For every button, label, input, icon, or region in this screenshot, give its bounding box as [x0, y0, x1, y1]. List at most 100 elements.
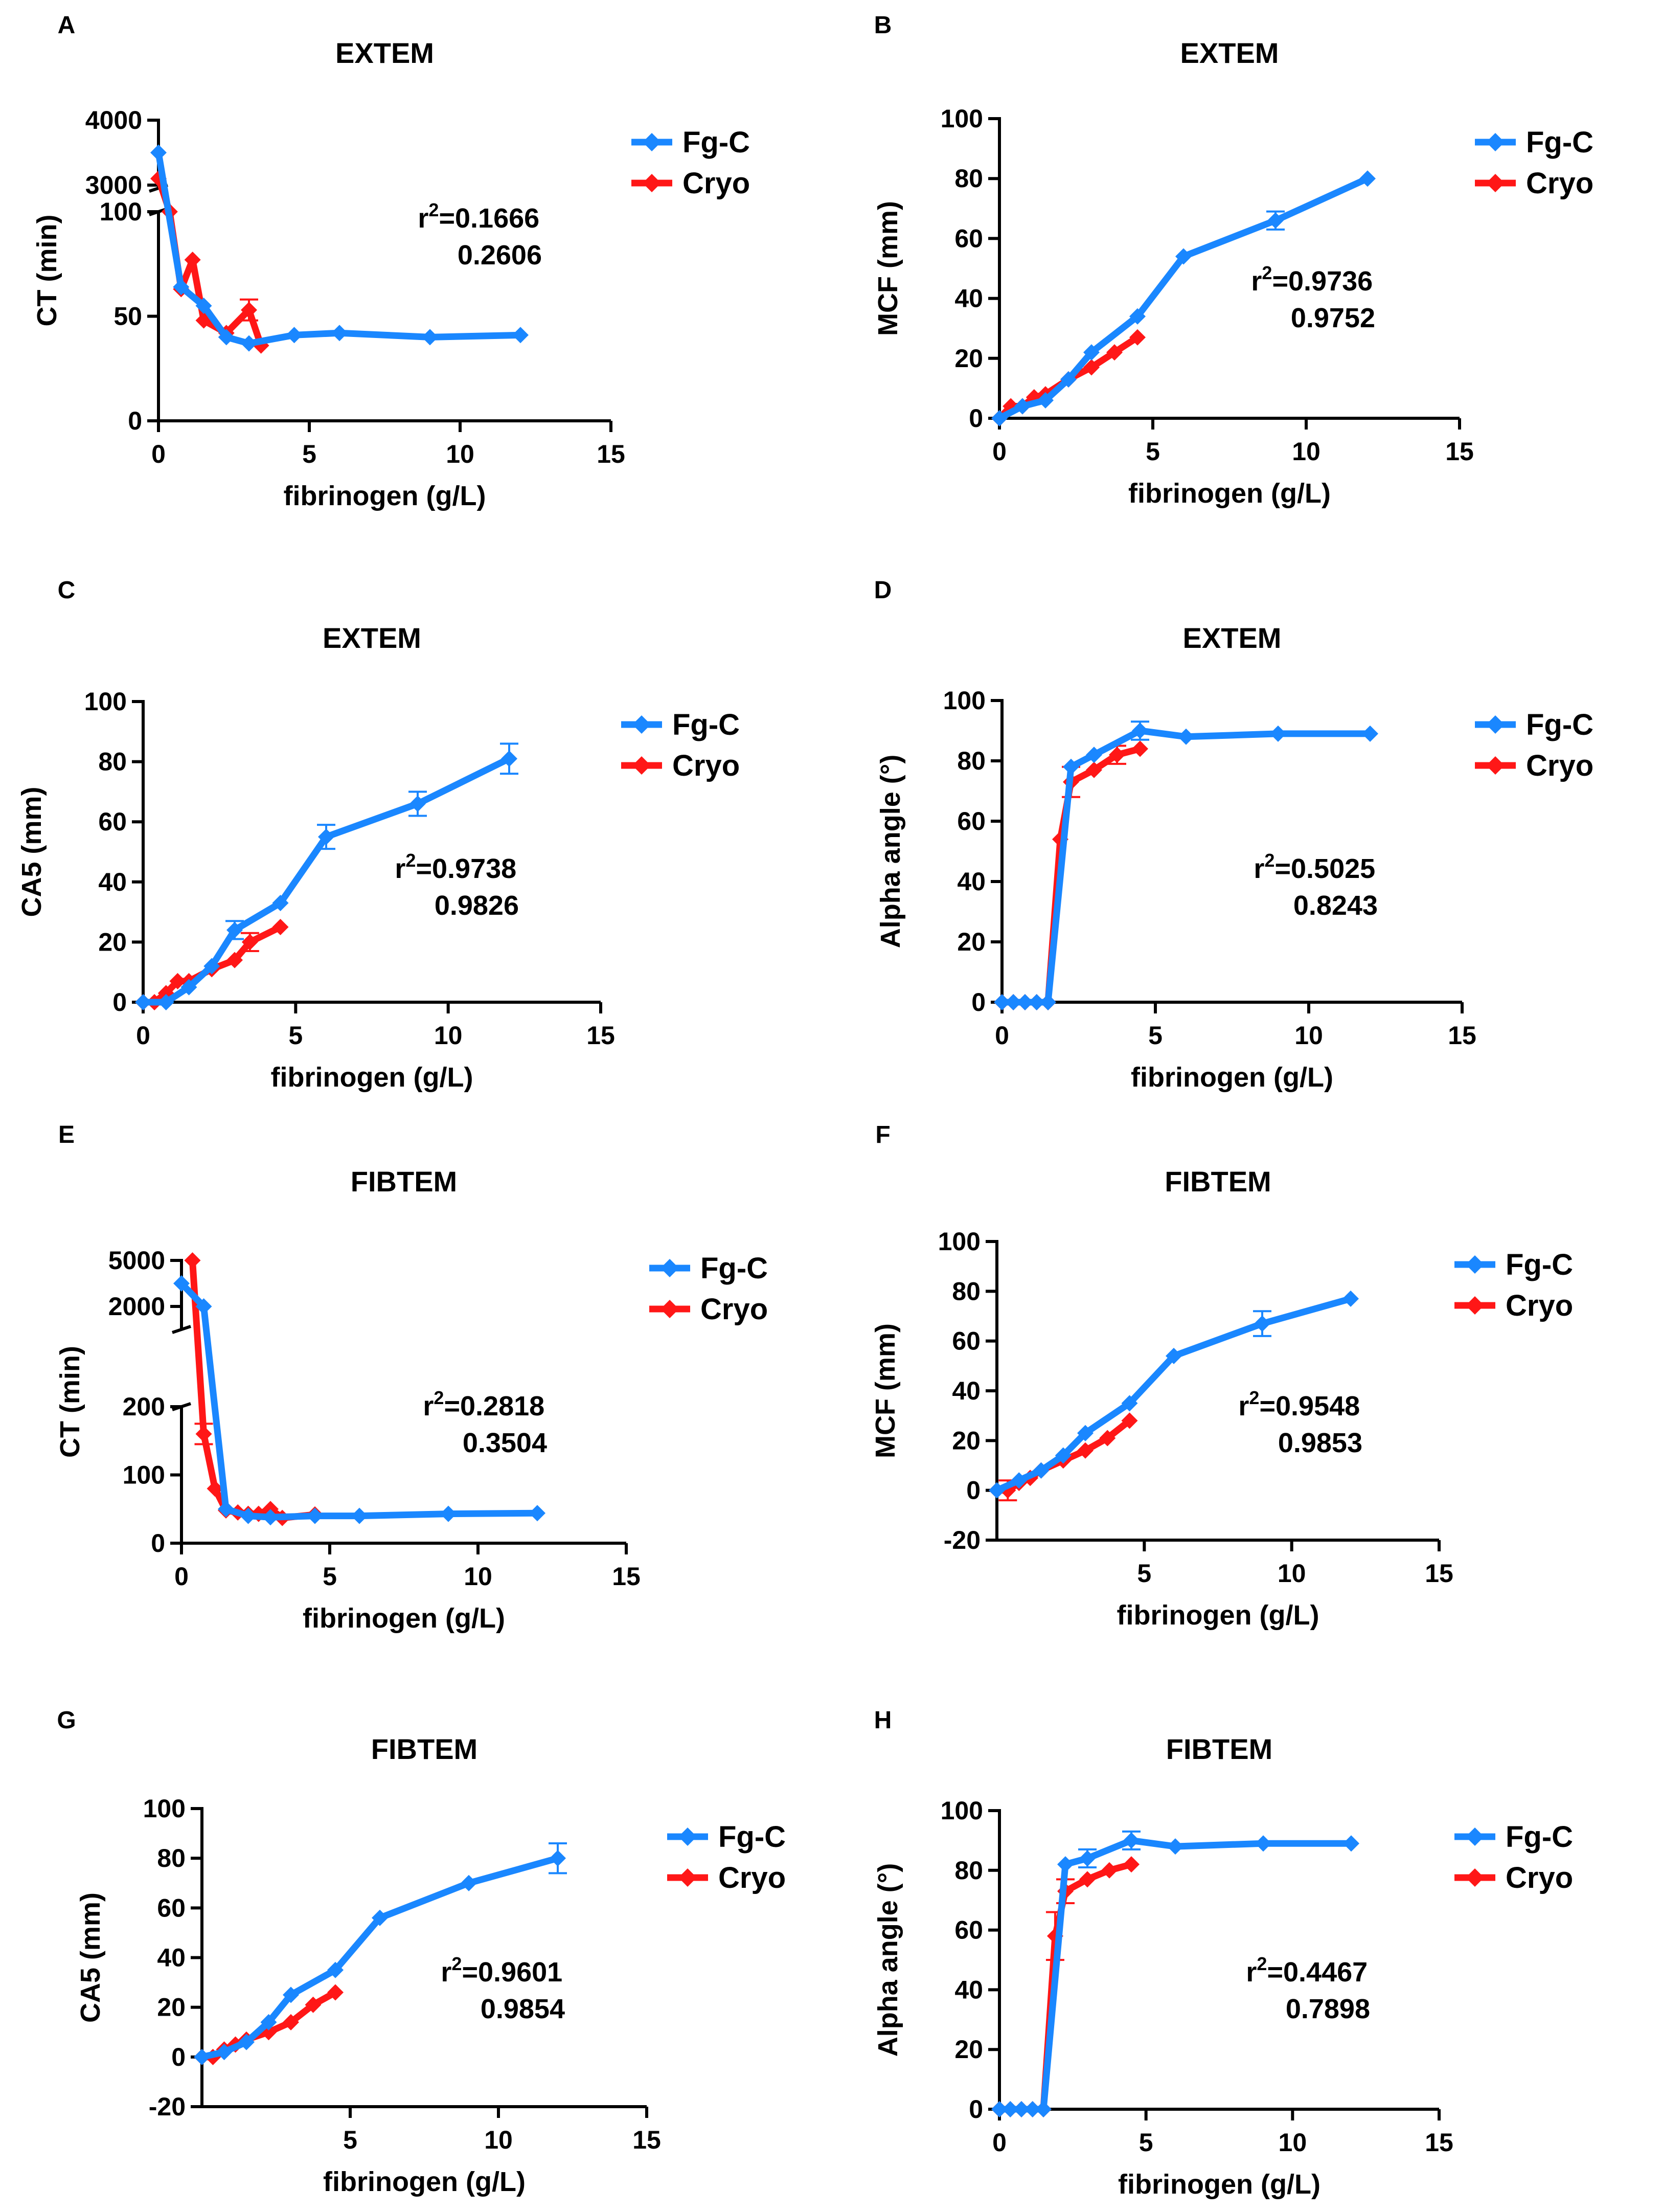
panel-c: C EXTEM 0 5 10 15 0 20 40 60 80 100 fibrinogen (g/L)…	[16, 577, 740, 1093]
r2-superscript: 2	[428, 199, 439, 220]
chart-title: EXTEM	[1183, 622, 1282, 654]
x-tick-label: 0	[174, 1562, 189, 1591]
y-tick-label: 50	[113, 302, 142, 331]
y-tick-label-upper: 2000	[108, 1292, 165, 1321]
y-tick-label: 80	[957, 747, 986, 775]
y-tick-label: 40	[957, 867, 986, 896]
panel-letter: B	[874, 12, 892, 39]
r2-prefix: r	[1251, 266, 1262, 297]
legend-item-fgc: Fg-C	[621, 708, 740, 741]
series-fgc	[991, 1830, 1359, 2117]
r2-value-fgc: 0.5025	[1291, 853, 1375, 884]
series-fgc-point	[1013, 2101, 1030, 2117]
series-cryo-point	[1129, 329, 1146, 346]
series-fgc	[194, 1842, 567, 2065]
r2-value-fgc: 0.9548	[1276, 1391, 1360, 1421]
series-fgc-point	[216, 2044, 233, 2061]
x-axis-label: fibrinogen (g/L)	[284, 481, 486, 511]
series-fgc-point	[501, 750, 517, 767]
y-tick-label: 100	[938, 1227, 981, 1256]
series-fgc-point	[1129, 308, 1146, 325]
series-fgc-point	[272, 894, 289, 911]
y-tick-label: 100	[123, 1461, 165, 1489]
y-tick-label: 20	[98, 928, 127, 956]
r2-equals: =	[1267, 1957, 1283, 1988]
x-tick-label: 10	[446, 440, 474, 468]
series-fgc-point	[409, 795, 426, 812]
chart-title: FIBTEM	[1166, 1733, 1272, 1765]
series-fgc-point	[286, 327, 303, 344]
series-fgc-point	[1060, 371, 1077, 388]
series-fgc	[150, 144, 529, 352]
series-fgc-line	[996, 175, 1371, 422]
x-tick-label: 5	[302, 440, 316, 468]
x-tick-label: 15	[1425, 2128, 1453, 2157]
y-tick-label: 0	[128, 407, 142, 435]
series-fgc-point	[327, 1961, 344, 1978]
series-fgc-point	[1121, 1395, 1138, 1412]
legend-swatch-marker	[1466, 1868, 1484, 1887]
legend-swatch-marker	[1486, 174, 1505, 192]
x-axis-label: fibrinogen (g/L)	[271, 1062, 473, 1093]
y-tick-label-upper: 4000	[85, 106, 142, 134]
y-tick-label: 100	[84, 687, 127, 716]
r2-label: r2=	[418, 199, 455, 234]
legend-swatch-marker	[1486, 715, 1505, 734]
legend: Fg-C Cryo	[1454, 1820, 1573, 1894]
series-fgc-point	[1063, 758, 1079, 775]
x-tick-label: 10	[1278, 1559, 1306, 1588]
y-axis-label: MCF (mm)	[873, 201, 903, 336]
y-tick-label: 60	[954, 1916, 983, 1945]
series-cryo	[184, 1252, 323, 1526]
series-fgc-point	[226, 921, 243, 938]
r2-value-cryo: 0.3504	[463, 1428, 547, 1458]
r2-prefix: r	[395, 853, 405, 884]
x-tick-label: 0	[995, 1021, 1009, 1050]
panel-letter: D	[874, 577, 892, 604]
r2-label: r2=	[395, 850, 432, 884]
legend-item-fgc: Fg-C	[1475, 126, 1593, 159]
legend-item-cryo: Cryo	[621, 749, 740, 782]
x-tick-label: 5	[343, 2126, 357, 2154]
panel-letter: E	[58, 1121, 75, 1148]
y-tick-label: 80	[98, 748, 127, 776]
series-fgc-point	[1343, 1835, 1359, 1852]
series-fgc-point	[1011, 1472, 1028, 1489]
series-cryo-point	[241, 934, 258, 951]
series-fgc-point	[1166, 1347, 1182, 1364]
series-fgc-point	[195, 1298, 212, 1315]
r2-value-cryo: 0.9826	[435, 890, 519, 921]
r2-value-cryo: 0.9853	[1278, 1428, 1362, 1458]
series-cryo-point	[169, 973, 186, 989]
x-tick-label: 5	[1146, 437, 1160, 466]
series-fgc-point	[1267, 212, 1284, 229]
panel-letter: C	[58, 577, 76, 604]
legend-item-fgc: Fg-C	[1454, 1248, 1573, 1281]
r2-prefix: r	[1238, 1391, 1249, 1421]
y-axis-label: CA5 (mm)	[75, 1892, 106, 2023]
series-fgc-point	[1037, 392, 1054, 409]
series-fgc-point	[331, 325, 348, 342]
panel-letter: A	[58, 12, 76, 39]
series-fgc-point	[180, 979, 197, 996]
y-tick-label: 60	[952, 1327, 981, 1356]
r2-prefix: r	[1246, 1957, 1257, 1988]
chart-title: FIBTEM	[371, 1733, 477, 1765]
legend-label: Fg-C	[1526, 708, 1593, 741]
series-fgc-point	[1079, 1850, 1096, 1867]
series-fgc-point	[1086, 747, 1102, 763]
legend-label: Cryo	[1506, 1861, 1573, 1894]
y-axis-label: MCF (mm)	[870, 1323, 901, 1458]
legend-item-cryo: Cryo	[649, 1293, 768, 1326]
x-tick-label: 0	[136, 1021, 150, 1050]
x-tick-label: 10	[434, 1021, 463, 1050]
legend-swatch-marker	[1466, 1296, 1484, 1315]
legend: Fg-C Cryo	[1475, 126, 1593, 200]
series-fgc	[991, 170, 1376, 426]
r2-prefix: r	[418, 203, 428, 234]
series-cryo-point	[241, 302, 257, 319]
r2-label: r2=	[441, 1953, 478, 1988]
y-tick-label: 100	[941, 104, 983, 133]
series-cryo-point	[1132, 740, 1148, 757]
legend-item-fgc: Fg-C	[1454, 1820, 1573, 1854]
